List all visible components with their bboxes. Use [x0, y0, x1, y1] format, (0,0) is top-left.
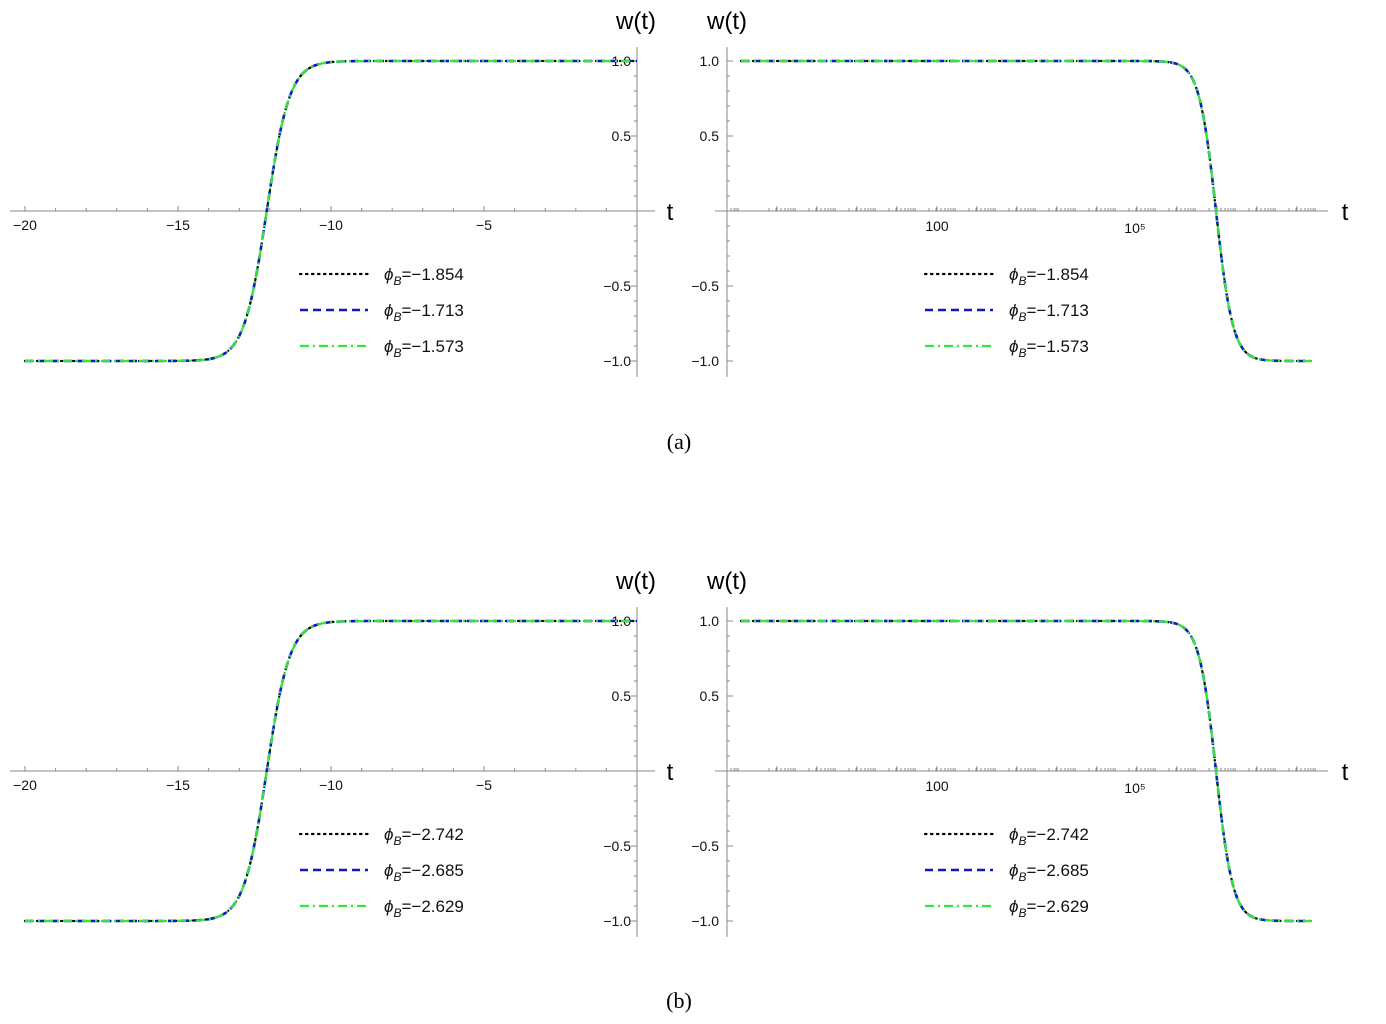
- legend-label: ϕB=−2.629: [384, 897, 464, 920]
- legend-value: =−2.742: [1026, 825, 1088, 844]
- legend-label: ϕB=−1.713: [1009, 301, 1089, 324]
- legend-symbol: ϕ: [384, 825, 393, 844]
- y-tick-label: −1.0: [603, 913, 631, 929]
- chart-right-3: 100 10⁵−1.0−0.50.51.0w(t)tϕB=−2.742ϕB=−2.…: [691, 568, 1349, 937]
- y-axis-title: w(t): [706, 568, 747, 595]
- x-axis-title: t: [1342, 759, 1349, 786]
- x-tick-label: −15: [166, 217, 190, 233]
- legend-subscript: B: [1018, 870, 1026, 884]
- x-axis-title: t: [1342, 199, 1349, 226]
- series-line-dashdot: [25, 619, 637, 923]
- x-tick-label: 10⁵: [1124, 780, 1145, 796]
- x-tick-label: −20: [13, 217, 37, 233]
- legend-symbol: ϕ: [1009, 825, 1018, 844]
- x-tick-label: −20: [13, 777, 37, 793]
- x-tick-label: 10⁵: [1124, 220, 1145, 236]
- series-line-dashdot: [741, 619, 1311, 923]
- y-tick-label: −0.5: [691, 838, 719, 854]
- legend-label: ϕB=−2.742: [1009, 825, 1089, 848]
- legend-subscript: B: [393, 870, 401, 884]
- x-tick-label: −5: [476, 777, 492, 793]
- legend-subscript: B: [1018, 906, 1026, 920]
- legend-subscript: B: [393, 906, 401, 920]
- legend-value: =−2.685: [1026, 861, 1088, 880]
- y-tick-label: −1.0: [603, 353, 631, 369]
- legend-subscript: B: [1018, 346, 1026, 360]
- legend-value: =−2.685: [401, 861, 463, 880]
- legend-label: ϕB=−1.573: [1009, 337, 1089, 360]
- x-tick-label: −15: [166, 777, 190, 793]
- y-tick-label: 1.0: [700, 613, 720, 629]
- y-axis-title: w(t): [706, 8, 747, 35]
- chart-right-1: 100 10⁵−1.0−0.50.51.0w(t)tϕB=−1.854ϕB=−1.…: [691, 8, 1349, 377]
- legend-subscript: B: [393, 834, 401, 848]
- legend-subscript: B: [393, 310, 401, 324]
- legend-label: ϕB=−2.742: [384, 825, 464, 848]
- legend-subscript: B: [393, 346, 401, 360]
- legend-value: =−1.854: [401, 265, 463, 284]
- legend-label: ϕB=−1.854: [384, 265, 464, 288]
- y-tick-label: 0.5: [612, 128, 632, 144]
- y-axis-title: w(t): [615, 568, 656, 595]
- legend-symbol: ϕ: [384, 861, 393, 880]
- x-tick-label: 100: [925, 218, 949, 234]
- legend-value: =−2.629: [1026, 897, 1088, 916]
- legend-value: =−1.854: [1026, 265, 1088, 284]
- legend-label: ϕB=−2.685: [1009, 861, 1089, 884]
- legend-subscript: B: [393, 274, 401, 288]
- y-tick-label: 1.0: [700, 53, 720, 69]
- legend-value: =−1.713: [401, 301, 463, 320]
- legend-label: ϕB=−1.713: [384, 301, 464, 324]
- series-line-dashdot: [25, 59, 637, 363]
- legend-symbol: ϕ: [1009, 265, 1018, 284]
- legend-value: =−2.629: [401, 897, 463, 916]
- legend-label: ϕB=−2.685: [384, 861, 464, 884]
- y-tick-label: −0.5: [603, 278, 631, 294]
- legend-symbol: ϕ: [384, 897, 393, 916]
- panel-caption: (b): [666, 988, 692, 1013]
- legend-subscript: B: [1018, 834, 1026, 848]
- legend-value: =−1.573: [1026, 337, 1088, 356]
- legend-label: ϕB=−1.854: [1009, 265, 1089, 288]
- y-tick-label: −1.0: [691, 353, 719, 369]
- x-tick-label: −10: [319, 217, 343, 233]
- panel-caption: (a): [667, 429, 691, 454]
- legend-value: =−1.573: [401, 337, 463, 356]
- legend-subscript: B: [1018, 274, 1026, 288]
- x-axis-title: t: [667, 199, 674, 226]
- y-tick-label: 0.5: [612, 688, 632, 704]
- y-tick-label: 0.5: [700, 128, 720, 144]
- y-tick-label: 0.5: [700, 688, 720, 704]
- chart-left-0: −20 −15 −10 −5−1.0−0.50.51.0w(t)tϕB=−1.854ϕ…: [10, 8, 674, 377]
- legend-value: =−1.713: [1026, 301, 1088, 320]
- legend-symbol: ϕ: [384, 265, 393, 284]
- x-tick-label: 100: [925, 778, 949, 794]
- legend-symbol: ϕ: [1009, 301, 1018, 320]
- y-tick-label: −0.5: [603, 838, 631, 854]
- legend-symbol: ϕ: [1009, 897, 1018, 916]
- legend-symbol: ϕ: [1009, 861, 1018, 880]
- y-axis-title: w(t): [615, 8, 656, 35]
- legend-label: ϕB=−1.573: [384, 337, 464, 360]
- legend-subscript: B: [1018, 310, 1026, 324]
- x-tick-label: −5: [476, 217, 492, 233]
- legend-symbol: ϕ: [384, 301, 393, 320]
- y-tick-label: −0.5: [691, 278, 719, 294]
- legend-value: =−2.742: [401, 825, 463, 844]
- series-line-dashdot: [741, 59, 1311, 363]
- legend-symbol: ϕ: [1009, 337, 1018, 356]
- legend-symbol: ϕ: [384, 337, 393, 356]
- chart-left-2: −20 −15 −10 −5−1.0−0.50.51.0w(t)tϕB=−2.742ϕ…: [10, 568, 674, 937]
- x-axis-title: t: [667, 759, 674, 786]
- y-tick-label: −1.0: [691, 913, 719, 929]
- legend-label: ϕB=−2.629: [1009, 897, 1089, 920]
- x-tick-label: −10: [319, 777, 343, 793]
